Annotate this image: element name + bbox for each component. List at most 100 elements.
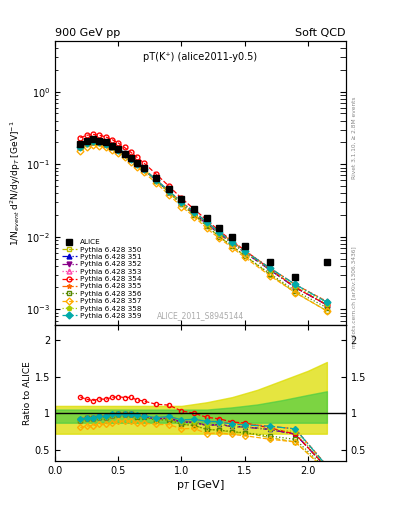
Pythia 6.428 358	[325, 301, 329, 307]
Pythia 6.428 357	[122, 154, 127, 160]
Pythia 6.428 350	[78, 144, 83, 151]
Pythia 6.428 350	[230, 243, 234, 249]
Pythia 6.428 357	[91, 142, 95, 148]
Pythia 6.428 358	[192, 210, 196, 217]
Line: Pythia 6.428 351: Pythia 6.428 351	[78, 139, 329, 307]
Pythia 6.428 355	[84, 140, 89, 146]
Pythia 6.428 355	[204, 219, 209, 225]
Pythia 6.428 353	[293, 282, 298, 288]
Pythia 6.428 356	[179, 201, 184, 207]
Pythia 6.428 352	[116, 147, 121, 153]
Pythia 6.428 353	[242, 248, 247, 254]
Pythia 6.428 356	[141, 166, 146, 173]
Pythia 6.428 358	[268, 267, 272, 273]
Pythia 6.428 358	[84, 140, 89, 146]
Pythia 6.428 352	[293, 284, 298, 290]
Pythia 6.428 357	[325, 308, 329, 314]
Text: Soft QCD: Soft QCD	[296, 28, 346, 38]
Pythia 6.428 355	[78, 143, 83, 150]
Pythia 6.428 352	[154, 177, 158, 183]
Pythia 6.428 355	[135, 160, 140, 166]
Pythia 6.428 355	[167, 188, 171, 194]
Line: Pythia 6.428 350: Pythia 6.428 350	[78, 140, 329, 313]
Pythia 6.428 352	[84, 140, 89, 146]
Pythia 6.428 353	[167, 188, 171, 194]
Text: Rivet 3.1.10, ≥ 2.8M events: Rivet 3.1.10, ≥ 2.8M events	[352, 97, 357, 180]
Pythia 6.428 359	[293, 282, 298, 288]
Pythia 6.428 350	[204, 223, 209, 229]
Pythia 6.428 358	[122, 151, 127, 157]
Pythia 6.428 352	[103, 141, 108, 147]
Pythia 6.428 350	[154, 178, 158, 184]
Pythia 6.428 355	[110, 143, 114, 149]
Pythia 6.428 354	[110, 136, 114, 142]
Pythia 6.428 358	[103, 141, 108, 147]
Pythia 6.428 356	[91, 139, 95, 145]
Pythia 6.428 359	[230, 239, 234, 245]
Pythia 6.428 352	[91, 139, 95, 145]
ALICE	[204, 215, 209, 221]
Pythia 6.428 350	[179, 201, 184, 207]
ALICE	[325, 259, 329, 265]
Pythia 6.428 351	[268, 267, 272, 273]
Pythia 6.428 358	[242, 249, 247, 255]
Pythia 6.428 354	[78, 135, 83, 141]
Pythia 6.428 356	[167, 189, 171, 196]
Pythia 6.428 353	[325, 298, 329, 305]
ALICE	[141, 164, 146, 170]
Y-axis label: 1/N$_{event}$ d$^{2}$N/dy/dp$_{T}$ [GeV]$^{-1}$: 1/N$_{event}$ d$^{2}$N/dy/dp$_{T}$ [GeV]…	[9, 120, 24, 246]
Pythia 6.428 358	[135, 161, 140, 167]
Pythia 6.428 351	[217, 231, 222, 237]
ALICE	[103, 139, 108, 145]
ALICE	[167, 186, 171, 193]
Pythia 6.428 351	[179, 200, 184, 206]
Pythia 6.428 352	[122, 151, 127, 157]
Pythia 6.428 350	[141, 166, 146, 173]
Pythia 6.428 352	[78, 144, 83, 150]
Pythia 6.428 356	[230, 243, 234, 249]
Pythia 6.428 353	[122, 151, 127, 157]
Line: Pythia 6.428 353: Pythia 6.428 353	[78, 139, 329, 304]
ALICE	[129, 155, 133, 161]
Pythia 6.428 351	[167, 188, 171, 195]
Pythia 6.428 351	[116, 147, 121, 153]
Pythia 6.428 359	[116, 146, 121, 153]
ALICE	[230, 233, 234, 240]
Pythia 6.428 355	[217, 229, 222, 236]
Pythia 6.428 357	[110, 147, 114, 153]
Line: Pythia 6.428 352: Pythia 6.428 352	[78, 139, 329, 307]
Pythia 6.428 357	[135, 164, 140, 170]
Text: ALICE_2011_S8945144: ALICE_2011_S8945144	[157, 311, 244, 319]
Pythia 6.428 357	[129, 159, 133, 165]
Pythia 6.428 359	[129, 156, 133, 162]
ALICE	[217, 225, 222, 231]
Pythia 6.428 359	[204, 219, 209, 225]
ALICE	[268, 259, 272, 265]
Pythia 6.428 352	[179, 200, 184, 206]
Pythia 6.428 357	[84, 144, 89, 150]
Pythia 6.428 359	[110, 143, 114, 150]
Pythia 6.428 359	[84, 140, 89, 146]
Pythia 6.428 353	[230, 239, 234, 245]
Pythia 6.428 353	[84, 140, 89, 146]
Pythia 6.428 359	[103, 141, 108, 147]
Pythia 6.428 359	[91, 138, 95, 144]
Pythia 6.428 352	[97, 139, 102, 145]
Pythia 6.428 358	[230, 240, 234, 246]
Pythia 6.428 357	[204, 225, 209, 231]
Line: ALICE: ALICE	[77, 136, 331, 280]
Pythia 6.428 353	[179, 199, 184, 205]
Pythia 6.428 357	[230, 244, 234, 250]
Pythia 6.428 352	[167, 188, 171, 195]
Pythia 6.428 355	[154, 177, 158, 183]
Line: Pythia 6.428 358: Pythia 6.428 358	[78, 139, 329, 306]
Pythia 6.428 353	[116, 146, 121, 153]
Pythia 6.428 355	[293, 282, 298, 288]
Pythia 6.428 351	[78, 144, 83, 150]
Pythia 6.428 352	[110, 143, 114, 150]
Line: Pythia 6.428 359: Pythia 6.428 359	[78, 139, 329, 305]
Pythia 6.428 354	[204, 217, 209, 223]
Pythia 6.428 357	[154, 180, 158, 186]
Pythia 6.428 358	[129, 156, 133, 162]
Pythia 6.428 355	[129, 155, 133, 161]
